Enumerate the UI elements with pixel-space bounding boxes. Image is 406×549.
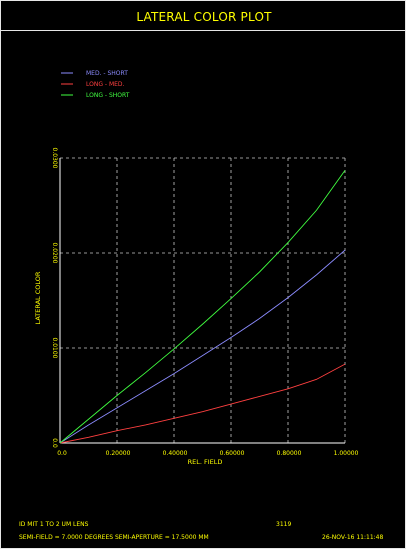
grid — [60, 157, 346, 443]
legend-label-2: LONG - MED. — [86, 81, 125, 88]
y-tick-label: 0.0300 — [51, 148, 58, 169]
series-line-1 — [59, 249, 346, 444]
x-tick-label: 0.40000 — [163, 450, 188, 457]
x-axis-label: REL. FIELD — [188, 458, 223, 466]
x-tick-label: 0.60000 — [220, 450, 245, 457]
x-tick-label: 0.80000 — [277, 450, 302, 457]
series-line-2 — [59, 363, 346, 444]
y-tick-label: 0.0100 — [51, 338, 58, 359]
footer-lens-id: ID MIT 1 TO 2 UM LENS — [19, 521, 89, 528]
series-lines — [59, 170, 346, 444]
y-tick-label: 0.0 — [51, 438, 58, 448]
page-title: LATERAL COLOR PLOT — [136, 10, 272, 24]
axes — [59, 158, 345, 444]
footer-field-info: SEMI-FIELD = 7.0000 DEGREES SEMI-APERTUR… — [19, 534, 209, 541]
y-tick-label: 0.0200 — [51, 243, 58, 264]
footer-date: 26-NOV-16 11:11:48 — [322, 534, 384, 541]
series-line-3 — [59, 170, 346, 444]
legend: MED. - SHORT LONG - MED. LONG - SHORT — [61, 70, 130, 99]
x-tick-label: 1.00000 — [334, 450, 359, 457]
x-tick-label: 0.20000 — [106, 450, 131, 457]
x-tick-labels: 0.0 0.20000 0.40000 0.60000 0.80000 1.00000 — [57, 450, 358, 457]
footer-number: 3119 — [276, 521, 292, 528]
y-tick-labels: 0.0 0.0100 0.0200 0.0300 — [51, 148, 58, 448]
legend-label-1: MED. - SHORT — [86, 70, 128, 77]
title-bar: LATERAL COLOR PLOT — [1, 1, 406, 31]
x-tick-label: 0.0 — [57, 450, 67, 457]
legend-label-3: LONG - SHORT — [86, 92, 130, 99]
y-axis-label: LATERAL COLOR — [34, 271, 42, 324]
